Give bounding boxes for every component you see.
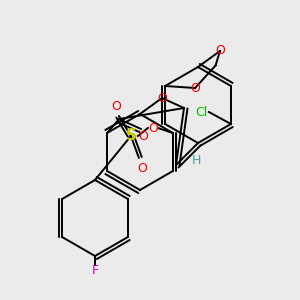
- Text: O: O: [148, 122, 158, 134]
- Text: F: F: [92, 263, 99, 277]
- Text: O: O: [138, 130, 148, 143]
- Text: O: O: [137, 161, 147, 175]
- Text: O: O: [215, 44, 225, 58]
- Text: S: S: [125, 128, 136, 143]
- Text: O: O: [157, 92, 167, 104]
- Text: Cl: Cl: [195, 106, 207, 118]
- Text: H: H: [191, 154, 201, 166]
- Text: O: O: [111, 100, 121, 112]
- Text: O: O: [190, 82, 200, 94]
